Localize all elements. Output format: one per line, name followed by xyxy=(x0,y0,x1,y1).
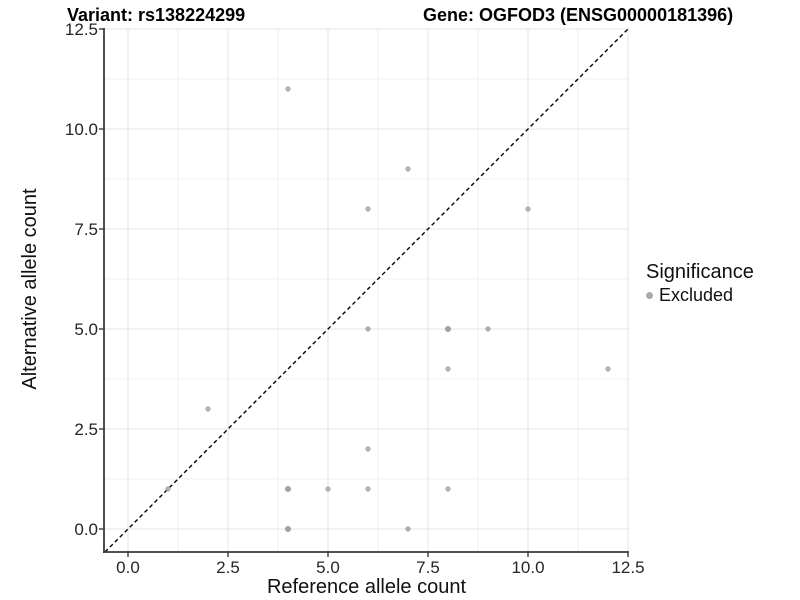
x-tick-label: 10.0 xyxy=(511,558,544,577)
data-point xyxy=(285,86,291,92)
data-point xyxy=(485,326,491,332)
y-tick-label: 2.5 xyxy=(74,420,98,439)
data-point xyxy=(445,326,451,332)
title-gene: Gene: OGFOD3 (ENSG00000181396) xyxy=(423,5,734,25)
x-tick-label: 2.5 xyxy=(216,558,240,577)
y-axis-title: Alternative allele count xyxy=(19,188,41,390)
x-tick-label: 0.0 xyxy=(116,558,140,577)
data-point xyxy=(325,486,331,492)
x-tick-label: 5.0 xyxy=(316,558,340,577)
title-variant: Variant: rs138224299 xyxy=(67,5,246,25)
data-point xyxy=(205,406,211,412)
legend-title: Significance xyxy=(646,261,754,283)
y-tick-label: 0.0 xyxy=(74,520,98,539)
data-point xyxy=(165,486,171,492)
data-point xyxy=(445,366,451,372)
legend-marker-icon xyxy=(646,291,653,299)
data-point xyxy=(285,526,291,532)
data-point xyxy=(365,206,371,212)
identity-reference-line xyxy=(104,27,630,553)
legend: Significance Excluded xyxy=(646,260,796,306)
data-point xyxy=(445,486,451,492)
data-point xyxy=(365,486,371,492)
data-point xyxy=(605,366,611,372)
y-tick-label: 12.5 xyxy=(65,20,98,39)
data-point xyxy=(365,446,371,452)
data-point xyxy=(365,326,371,332)
legend-item-excluded: Excluded xyxy=(646,284,796,306)
x-axis-title: Reference allele count xyxy=(266,576,466,598)
data-point xyxy=(525,206,531,212)
data-point xyxy=(285,486,291,492)
data-point xyxy=(405,526,411,532)
x-tick-label: 12.5 xyxy=(611,558,644,577)
y-tick-label: 7.5 xyxy=(74,220,98,239)
legend-item-label: Excluded xyxy=(659,285,734,305)
x-tick-label: 7.5 xyxy=(416,558,440,577)
y-tick-label: 5.0 xyxy=(74,320,98,339)
y-tick-label: 10.0 xyxy=(65,120,98,139)
data-point xyxy=(405,166,411,172)
